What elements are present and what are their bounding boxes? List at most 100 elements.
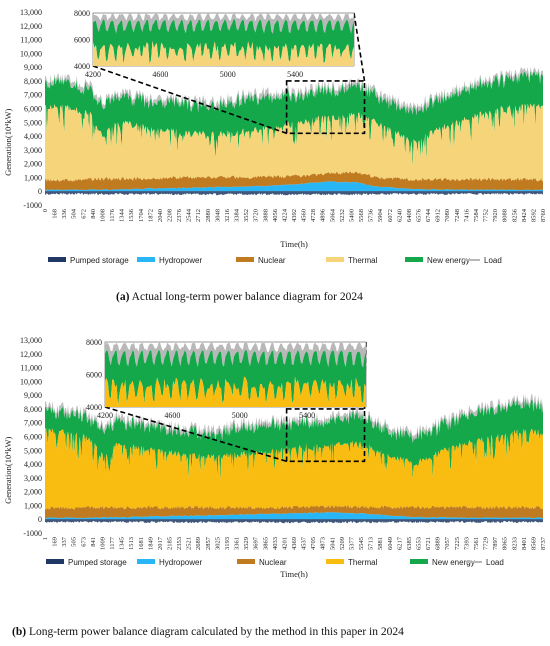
x-tick-label: 4896: [320, 208, 327, 222]
x-tick-label: 7561: [473, 537, 480, 550]
x-tick-label: 3865: [262, 537, 269, 550]
hydropower-series: [45, 181, 543, 192]
x-tick-label: 2712: [195, 209, 202, 222]
x-tick-label: 4201: [281, 537, 288, 550]
legend-swatch: [48, 257, 66, 262]
x-tick-label: 4224: [281, 208, 288, 222]
x-tick-label: 4392: [291, 209, 298, 222]
x-tick-label: 8065: [502, 537, 509, 550]
legend-swatch: [137, 257, 155, 262]
x-tick-label: 6217: [396, 536, 403, 550]
x-tick-label: 841: [90, 537, 97, 547]
x-tick-label: 8592: [530, 209, 537, 222]
y-tick-label: 7,000: [24, 419, 42, 428]
x-tick-label: 6385: [406, 537, 413, 550]
x-tick-label: 1849: [147, 537, 154, 550]
x-tick-label: 2185: [167, 537, 174, 550]
x-tick-label: 504: [71, 208, 78, 219]
y-tick-label: 10,000: [20, 377, 42, 386]
y-tick-label: 12,000: [20, 22, 42, 31]
x-tick-label: 4705: [310, 537, 317, 550]
pumped-storage-series: [45, 191, 543, 196]
x-tick-label: 2880: [205, 209, 212, 222]
x-tick-label: 5400: [348, 209, 355, 222]
legend-label: Hydropower: [159, 558, 202, 567]
load-series: [45, 66, 543, 116]
x-tick-label: 2353: [176, 537, 183, 550]
x-tick-label: 1176: [109, 208, 116, 222]
new-energy-series: [45, 70, 543, 167]
x-tick-label: 6072: [387, 209, 394, 222]
y-tick-label: -1000: [23, 201, 42, 210]
x-tick-label: 6049: [387, 537, 394, 550]
inset-new-energy-series: [93, 19, 354, 65]
x-tick-label: 3193: [224, 537, 231, 550]
x-tick-label: 5736: [368, 208, 375, 222]
x-axis-label: Time(h): [280, 569, 308, 579]
y-tick-label: 13,000: [20, 336, 42, 345]
y-axis-label: Generation(10⁴kW): [3, 437, 13, 504]
x-tick-label: 0: [42, 209, 49, 212]
y-tick-label: 1,000: [24, 501, 42, 510]
caption-a-text: Actual long-term power balance diagram f…: [129, 291, 363, 303]
y-tick-label: 3,000: [24, 146, 42, 155]
x-tick-label: 505: [71, 537, 78, 547]
caption-b-text: Long-term power balance diagram calculat…: [26, 626, 404, 638]
x-tick-label: 7752: [483, 209, 490, 222]
inset-y-tick-label: 4000: [86, 403, 102, 412]
x-tick-label: 8256: [511, 208, 518, 222]
legend-label: Pumped storage: [68, 558, 127, 567]
x-tick-label: 337: [61, 536, 68, 547]
legend-swatch: [46, 559, 64, 564]
legend-swatch: [410, 559, 428, 564]
thermal-series: [45, 428, 543, 510]
caption-a: (a) Actual long-term power balance diagr…: [116, 291, 363, 303]
x-tick-label: 7416: [463, 208, 470, 222]
y-tick-label: 12,000: [20, 350, 42, 359]
nuclear-series: [45, 171, 543, 191]
x-tick-label: 4537: [301, 536, 308, 550]
y-tick-label: 3,000: [24, 474, 42, 483]
x-tick-label: 3048: [214, 209, 221, 222]
x-tick-label: 1536: [128, 208, 135, 222]
legend-swatch: [326, 257, 344, 262]
inset-x-tick-label: 5400: [299, 411, 315, 420]
thermal-series: [45, 103, 543, 182]
x-tick-label: 4369: [291, 537, 298, 550]
x-tick-label: 6553: [416, 537, 423, 550]
x-tick-label: 5881: [377, 537, 384, 550]
legend-label: Thermal: [348, 256, 378, 265]
zoom-connector-right: [353, 12, 366, 82]
x-tick-label: 168: [52, 209, 59, 219]
x-tick-label: 5904: [377, 208, 384, 222]
new-energy-series: [45, 395, 543, 481]
x-tick-label: 2857: [205, 536, 212, 550]
x-tick-label: 673: [80, 537, 87, 547]
legend-swatch: [326, 559, 344, 564]
x-tick-label: 8401: [521, 537, 528, 550]
x-tick-label: 3361: [234, 537, 241, 550]
y-tick-label: -1000: [23, 529, 42, 538]
legend-label: New energy: [427, 256, 470, 265]
y-tick-label: 1,000: [24, 173, 42, 182]
y-tick-label: 10,000: [20, 49, 42, 58]
nuclear-series: [45, 505, 543, 519]
x-tick-label: 7225: [454, 537, 461, 550]
legend-swatch: [236, 257, 254, 262]
inset-y-tick-label: 4000: [74, 62, 90, 71]
x-tick-label: 8233: [511, 537, 518, 550]
inset-y-tick-label: 8000: [86, 338, 102, 347]
legend-label: Pumped storage: [70, 256, 129, 265]
x-tick-label: 3697: [253, 536, 260, 550]
inset-y-tick-label: 6000: [86, 371, 102, 380]
zoom-window-box: [285, 408, 366, 463]
x-tick-label: 4728: [310, 209, 317, 222]
legend-swatch: [237, 559, 255, 564]
y-tick-label: 8,000: [24, 77, 42, 86]
x-tick-label: 3888: [262, 209, 269, 222]
inset-thermal-series: [105, 376, 366, 407]
x-tick-label: 3216: [224, 208, 231, 222]
y-tick-label: 6,000: [24, 433, 42, 442]
